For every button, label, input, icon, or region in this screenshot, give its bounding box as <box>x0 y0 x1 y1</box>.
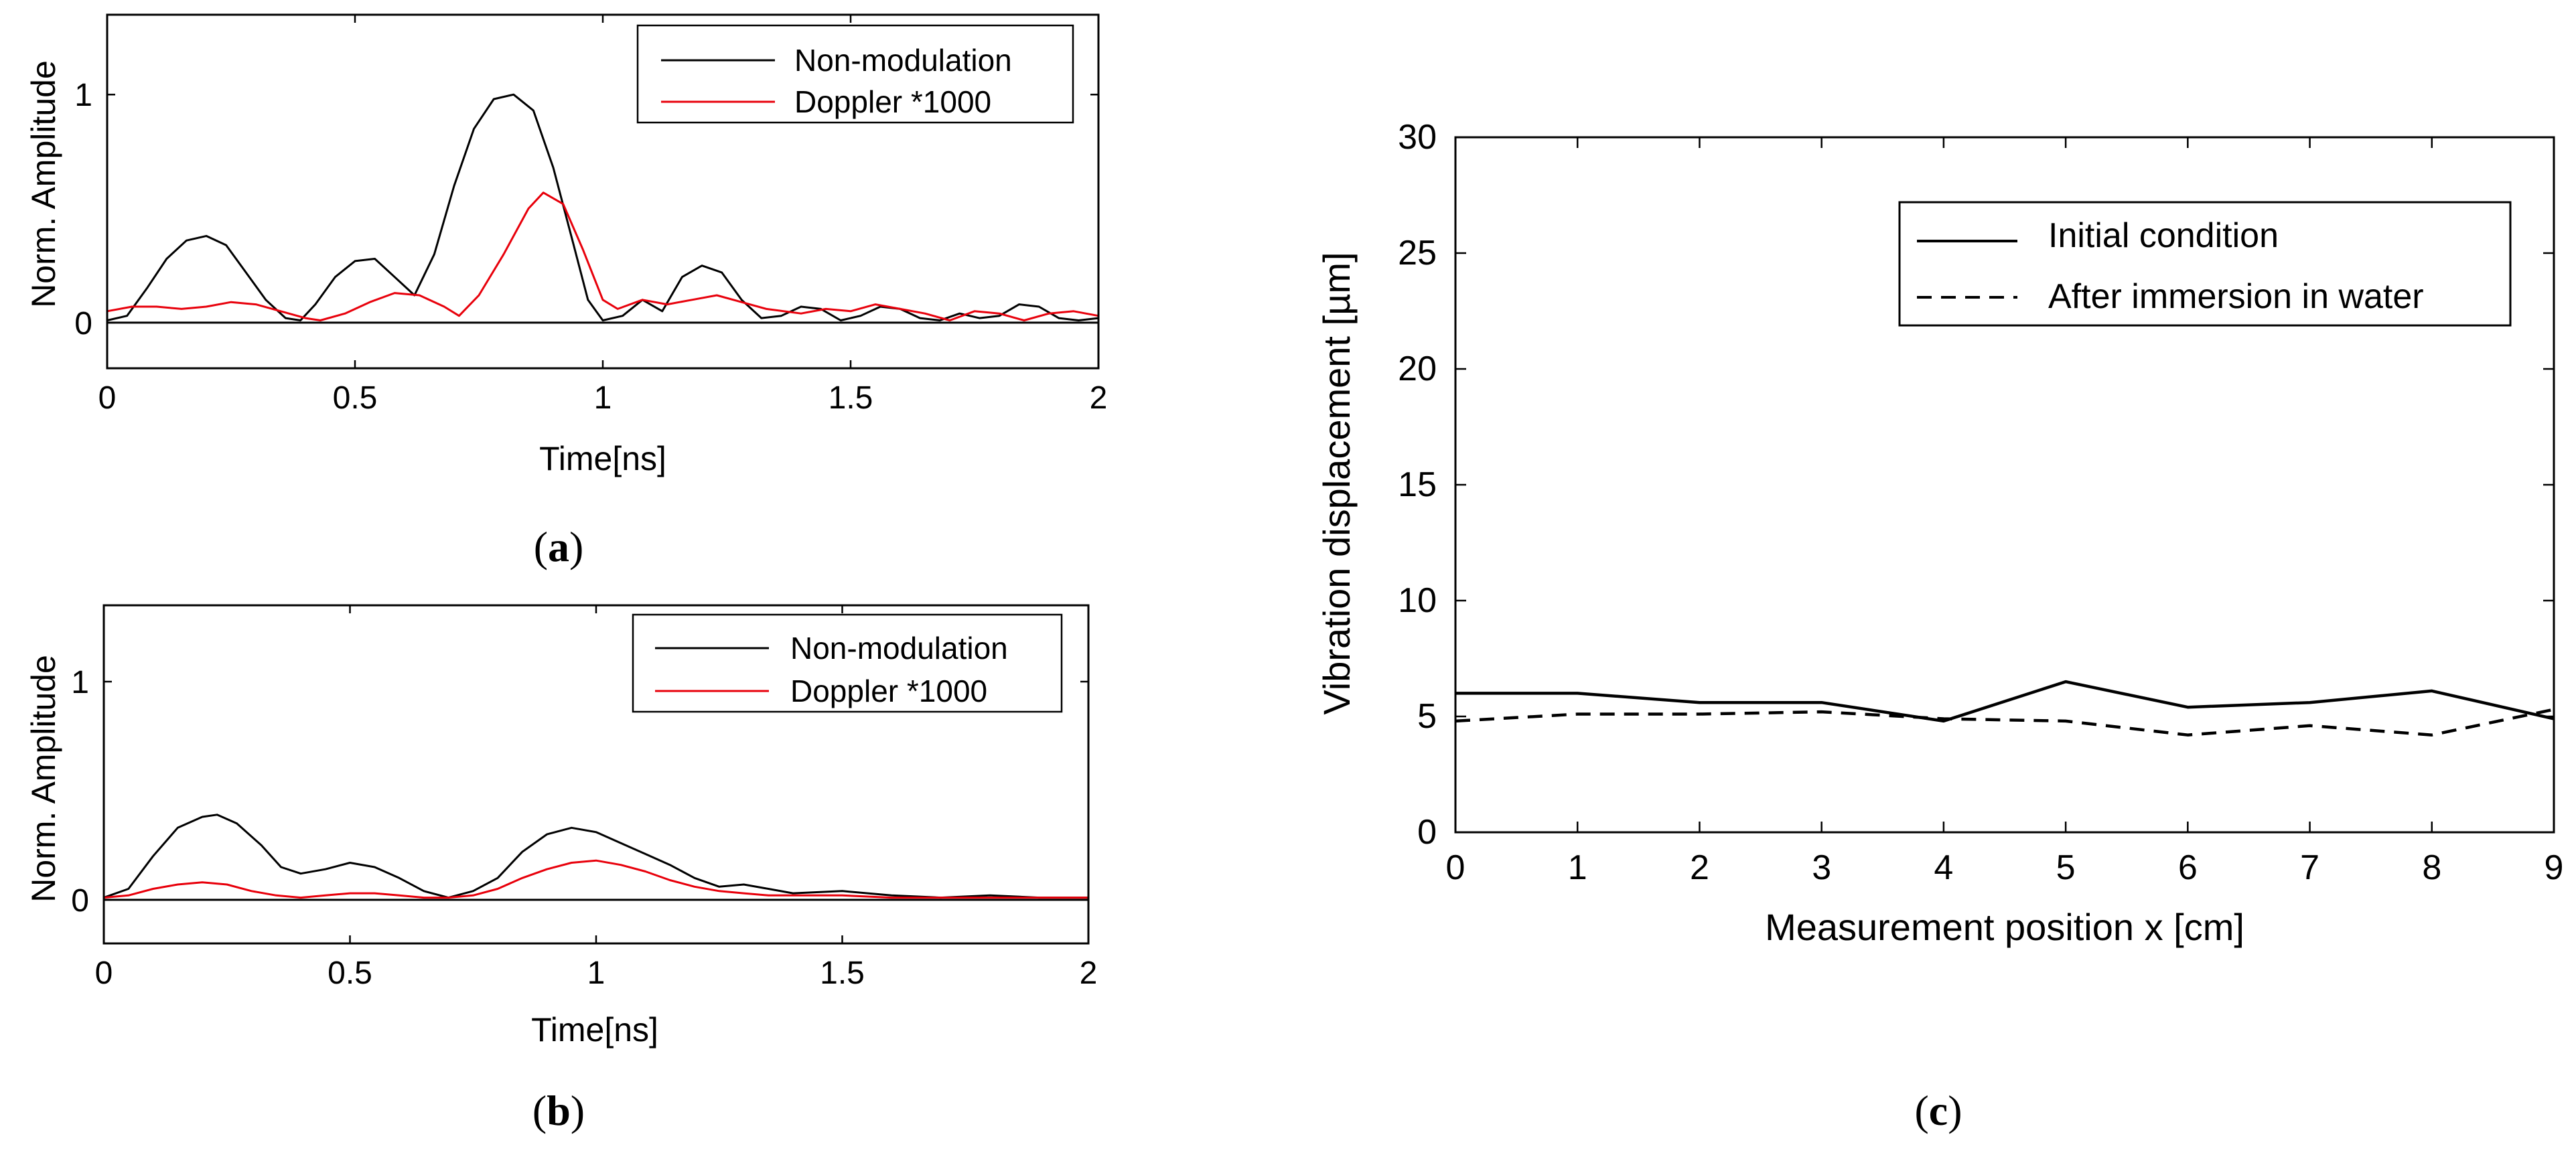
x-tick-label-a: 1 <box>594 380 612 416</box>
caption-a: (a) <box>534 523 584 570</box>
x-tick-label-a: 2 <box>1090 380 1108 416</box>
x-tick-label-a: 0.5 <box>333 380 378 416</box>
x-tick-label-c: 3 <box>1812 848 1831 887</box>
x-tick-label-b: 0 <box>95 955 113 991</box>
ylabel-a: Norm. Amplitude <box>25 60 62 308</box>
y-tick-label-a: 1 <box>74 78 92 113</box>
x-tick-label-c: 5 <box>2056 848 2076 887</box>
y-tick-label-c: 0 <box>1417 813 1437 852</box>
x-tick-label-c: 4 <box>1934 848 1953 887</box>
series-line-initial-condition-c <box>1455 680 2555 723</box>
plot-frame-c <box>1454 136 2555 834</box>
caption-b: (b) <box>532 1087 585 1134</box>
legend-label-nonmod-b: Non-modulation <box>790 631 1008 666</box>
legend-label-nonmod-a: Non-modulation <box>794 43 1012 78</box>
plot-frame-a <box>106 13 1100 370</box>
panel-b: Norm. Amplitude 0 0.5 1 1.5 2 0 1 Time[ns] Non… <box>25 604 1098 1134</box>
panel-a: Norm. Amplitude 0 0.5 1 1.5 2 0 1 Time[ns] Non… <box>25 13 1108 570</box>
y-tick-label-c: 20 <box>1398 350 1437 388</box>
x-tick-label-c: 0 <box>1446 848 1465 887</box>
xlabel-a: Time[ns] <box>539 440 666 477</box>
ylabel-c: Vibration displacement [µm] <box>1315 252 1358 714</box>
y-tick-label-c: 30 <box>1398 118 1437 157</box>
legend-label-doppler-b: Doppler *1000 <box>790 674 987 708</box>
panel-c: Vibration displacement [µm] 0 1 2 3 4 5 6 7 8 9 0 5… <box>1315 118 2563 1134</box>
x-tick-label-a: 0 <box>98 380 117 416</box>
x-tick-label-c: 6 <box>2178 848 2198 887</box>
series-line-after-immersion-in-water-c <box>1455 708 2555 737</box>
legend-b: Non-modulation Doppler *1000 <box>632 613 1063 713</box>
series-line-doppler-1000-a <box>106 191 1099 321</box>
legend-box-c <box>1898 201 2512 327</box>
legend-box-a <box>636 24 1074 124</box>
xlabel-c: Measurement position x [cm] <box>1765 906 2244 948</box>
xlabel-b: Time[ns] <box>531 1011 658 1049</box>
y-tick-label-b: 0 <box>71 883 89 919</box>
x-tick-label-b: 0.5 <box>328 955 372 991</box>
x-tick-label-b: 1 <box>587 955 605 991</box>
x-tick-label-b: 1.5 <box>820 955 865 991</box>
x-tick-label-c: 8 <box>2422 848 2441 887</box>
legend-label-doppler-a: Doppler *1000 <box>794 84 991 119</box>
legend-box-b <box>632 613 1063 713</box>
series-line-doppler-1000-b <box>103 859 1088 899</box>
y-tick-label-c: 15 <box>1398 465 1437 504</box>
ylabel-b: Norm. Amplitude <box>25 655 62 903</box>
x-tick-label-a: 1.5 <box>829 380 873 416</box>
x-tick-label-c: 1 <box>1568 848 1587 887</box>
series-line-non-modulation-b <box>103 814 1088 899</box>
x-tick-label-c: 2 <box>1690 848 1709 887</box>
y-tick-label-c: 25 <box>1398 234 1437 273</box>
y-tick-label-c: 5 <box>1417 697 1437 736</box>
x-tick-label-c: 9 <box>2545 848 2564 887</box>
y-tick-label-a: 0 <box>74 306 92 341</box>
legend-c: Initial condition After immersion in wat… <box>1898 201 2512 327</box>
x-tick-label-c: 7 <box>2300 848 2319 887</box>
x-tick-label-b: 2 <box>1080 955 1098 991</box>
legend-label-initial-c: Initial condition <box>2048 216 2279 255</box>
legend-a: Non-modulation Doppler *1000 <box>636 24 1074 124</box>
plot-frame-b <box>102 604 1090 945</box>
legend-label-immersion-c: After immersion in water <box>2048 277 2424 316</box>
series-line-non-modulation-a <box>106 93 1099 321</box>
caption-c: (c) <box>1914 1087 1962 1134</box>
y-tick-label-c: 10 <box>1398 581 1437 620</box>
y-tick-label-b: 1 <box>71 665 89 700</box>
